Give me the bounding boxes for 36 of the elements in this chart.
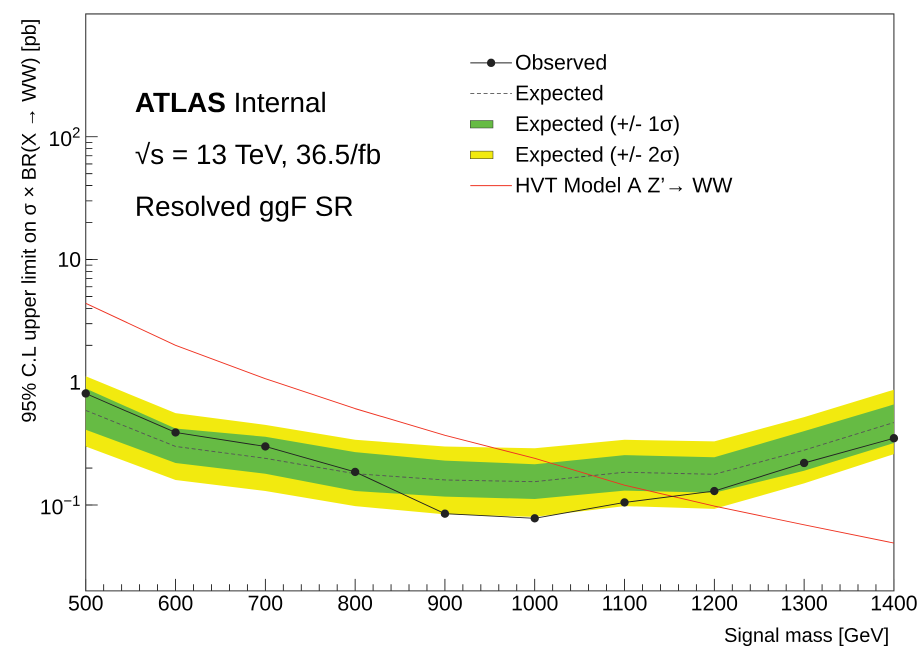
point [620,498,629,506]
x-tick-label: 1100 [603,595,647,610]
annotation: ATLAS Internal [136,92,325,112]
point [350,468,360,476]
point [530,514,539,522]
x-tick-label: 1000 [512,595,558,610]
x-tick-label: 1400 [872,595,917,610]
line-series [86,410,894,482]
y-tick-label: 10$^{−1}$ [41,495,80,514]
point [800,458,808,467]
x-tick-label: 500 [68,595,103,610]
y-axis-title: 95% C.L upper limit on σ × BR(X → WW) [pb] [21,20,40,422]
legend-label: Expected [516,84,602,104]
legend-label: Expected (+/- 2σ) [516,146,679,166]
x-tick-label: 1300 [782,595,827,610]
y-tick-label: 1 [70,374,80,390]
x-tick-label: 700 [248,595,282,610]
y-tick-label: 10$^{2}$ [50,127,80,146]
legend-label: HVT Model A Z’→ WW [516,176,732,192]
point [890,434,898,442]
x-axis-title: Signal mass [GeV] [724,627,888,646]
legend-label: Expected (+/- 1σ) [516,115,679,136]
y-tick-label: 10 [59,252,80,267]
x-tick-label: 800 [338,595,372,610]
point [171,428,180,436]
legend-label: Observed [516,54,606,70]
x-tick-label: 900 [428,595,462,610]
annotation: Resolved ggF SR [137,195,352,222]
annotation: √s = 13 TeV, 36.5/fb [136,142,380,168]
x-tick-label: 600 [158,595,192,610]
point [82,389,90,398]
point [710,486,719,496]
point [261,442,270,450]
x-tick-label: 1200 [692,595,738,610]
line-series [86,302,894,544]
point [440,509,450,518]
